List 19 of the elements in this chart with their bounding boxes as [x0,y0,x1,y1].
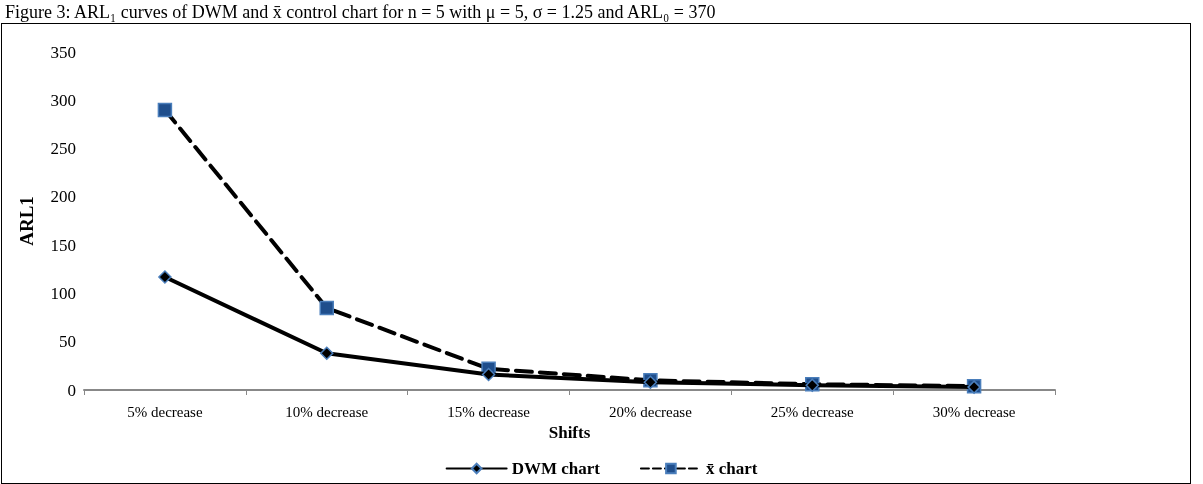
chart-title: Figure 3: ARL₁ curves of DWM and x̄ control chart for n = 5 with μ = 5, σ = 1.25 and ARL₀ = 370 [5,2,716,22]
x-tick-label: 25% decrease [770,403,855,420]
y-tick-label: 250 [50,139,76,159]
x-tick-label: 15% decrease [447,403,531,420]
y-tick-label: 150 [50,235,76,255]
x-tick-label: 5% decrease [127,403,203,420]
x-tick-label: 20% decrease [608,403,693,420]
y-tick-label: 350 [50,42,76,62]
y-tick-label: 50 [59,332,76,352]
legend-label: DWM chart [511,459,601,478]
legend-label: x̄ chart [705,459,758,478]
y-tick-label: 200 [50,187,76,207]
x-tick-label: 30% decrease [932,403,1016,420]
y-tick-label: 0 [67,380,76,400]
y-tick-label: 100 [50,283,76,303]
x-tick-label: 10% decrease [285,403,369,420]
y-axis-title: ARL1 [16,196,37,246]
y-tick-label: 300 [50,90,76,110]
x-axis-title: Shifts [548,423,591,442]
